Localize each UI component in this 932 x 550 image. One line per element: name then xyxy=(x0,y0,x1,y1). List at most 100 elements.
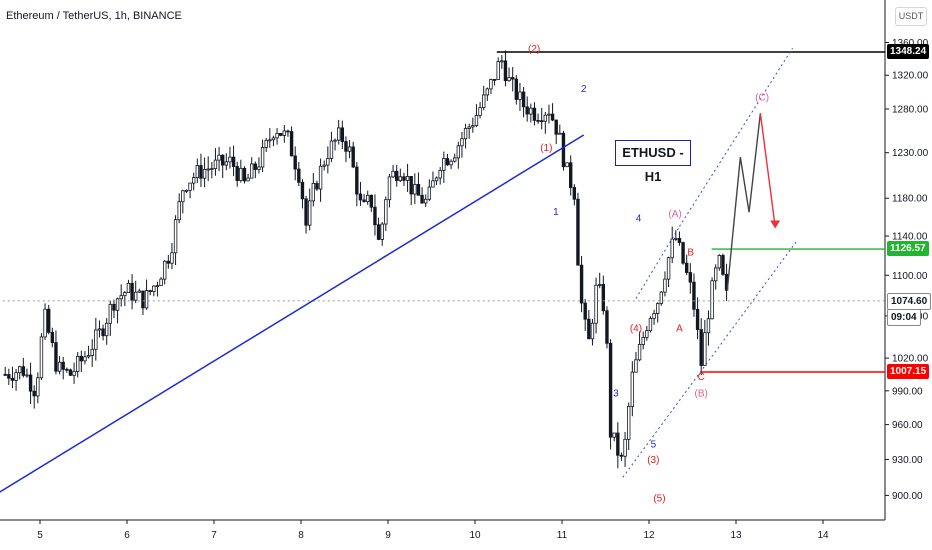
candle-body xyxy=(286,130,290,133)
price-badge-last: 1074.60 xyxy=(887,292,932,310)
candle-body xyxy=(318,165,323,190)
candle xyxy=(554,119,558,145)
candle-body xyxy=(590,322,595,340)
candle xyxy=(641,331,645,350)
candle xyxy=(561,130,566,171)
candle-body xyxy=(137,290,142,293)
y-tick-label: 1180.00 xyxy=(892,194,928,205)
candle-body xyxy=(518,91,522,100)
candle xyxy=(666,256,671,288)
candle xyxy=(351,141,355,169)
candle xyxy=(137,288,142,293)
candle xyxy=(133,280,138,304)
candle-body xyxy=(271,137,276,141)
candle-body xyxy=(394,170,399,182)
candle xyxy=(32,385,36,409)
y-tick-label: 1230.00 xyxy=(892,148,929,159)
candle-body xyxy=(322,164,326,167)
candle xyxy=(249,157,254,179)
candle-body xyxy=(619,454,624,457)
candle xyxy=(474,104,479,128)
candle-body xyxy=(79,355,84,362)
candle xyxy=(213,148,218,176)
candle xyxy=(217,146,221,172)
candle xyxy=(365,190,370,205)
candle-body xyxy=(257,166,261,170)
y-tick-label: 900.00 xyxy=(892,491,923,502)
candle xyxy=(510,67,515,92)
candle xyxy=(286,129,290,137)
candle-body xyxy=(170,252,174,264)
channel-line-upper xyxy=(679,47,793,227)
candle xyxy=(688,263,693,294)
candle xyxy=(416,172,421,196)
candlesticks xyxy=(3,50,729,469)
candle-body xyxy=(264,139,268,148)
candle xyxy=(210,162,214,179)
annotation-box: ETHUSD - H1 xyxy=(615,140,691,184)
candle-body xyxy=(173,219,178,254)
candle xyxy=(199,153,203,187)
candle-body xyxy=(32,390,36,397)
wave-label: (B) xyxy=(695,388,708,399)
candle xyxy=(47,304,51,335)
candle xyxy=(532,102,537,126)
wave-label: 1 xyxy=(553,207,559,218)
candle xyxy=(7,368,11,385)
candle xyxy=(373,194,377,236)
candle xyxy=(50,327,55,348)
candle-body xyxy=(83,356,87,362)
wave-label: 3 xyxy=(613,388,619,399)
candle xyxy=(83,351,87,365)
candle-body xyxy=(507,77,511,82)
candle xyxy=(471,117,475,133)
candle xyxy=(521,86,526,118)
candle xyxy=(177,193,181,224)
candle xyxy=(239,159,243,183)
candle-body xyxy=(17,366,22,374)
candle-body xyxy=(565,162,569,168)
candle xyxy=(329,131,334,163)
candle-body xyxy=(188,182,192,191)
wave-label: (C) xyxy=(755,92,769,103)
x-tick-label: 12 xyxy=(643,530,655,541)
candle-body xyxy=(213,159,218,169)
x-tick-label: 13 xyxy=(730,530,742,541)
candle-body xyxy=(365,194,370,202)
y-tick-label: 990.00 xyxy=(892,386,923,397)
candle xyxy=(721,253,725,276)
candle xyxy=(594,277,598,334)
candle xyxy=(656,302,660,323)
y-tick-label: 1280.00 xyxy=(892,104,929,115)
candle xyxy=(605,306,609,349)
candle xyxy=(86,345,91,359)
candle-body xyxy=(97,328,102,331)
candle-body xyxy=(202,169,207,179)
candle xyxy=(413,173,417,204)
candle xyxy=(695,297,700,340)
candle-body xyxy=(130,282,134,301)
candle-body xyxy=(47,308,51,333)
candle-body xyxy=(699,329,703,366)
candle-body xyxy=(471,125,475,128)
candle xyxy=(456,141,461,169)
candle-body xyxy=(449,160,453,166)
candle-body xyxy=(532,107,537,121)
candle-body xyxy=(210,168,214,170)
candle xyxy=(540,107,544,130)
x-tick-label: 14 xyxy=(817,530,829,541)
wave-label: (A) xyxy=(668,209,681,220)
candle-body xyxy=(25,374,29,377)
candle-body xyxy=(521,91,526,108)
candle xyxy=(170,242,174,270)
candle xyxy=(529,103,533,123)
candle xyxy=(108,300,113,336)
candle-body xyxy=(297,168,301,183)
candle xyxy=(311,172,316,207)
candle-body xyxy=(224,161,229,166)
candle-body xyxy=(21,366,26,376)
candle-body xyxy=(275,132,279,139)
candle xyxy=(405,163,410,192)
currency-label[interactable]: USDT xyxy=(895,7,927,26)
